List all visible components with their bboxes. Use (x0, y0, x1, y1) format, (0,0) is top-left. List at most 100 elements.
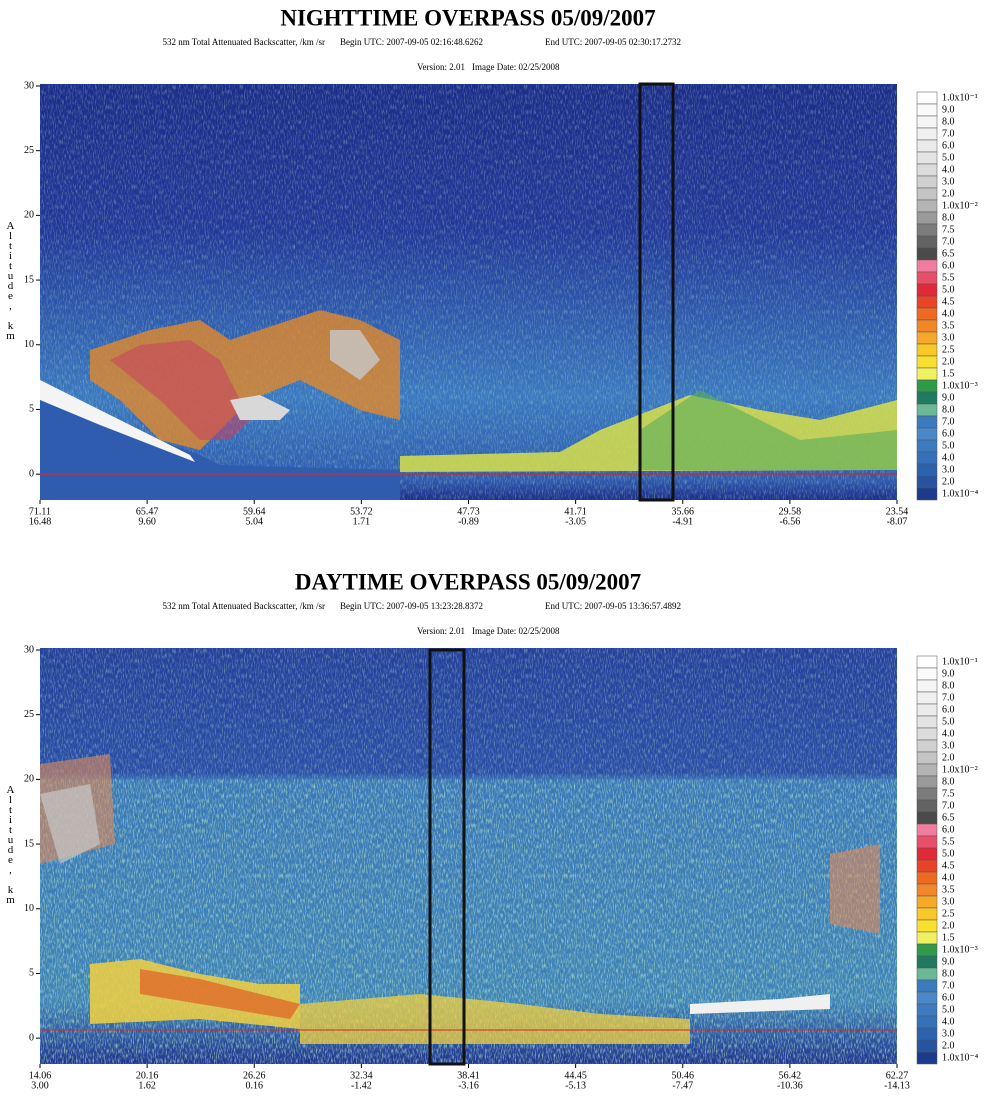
x-tick-label: 1.62 (138, 1080, 156, 1091)
x-tick-label: 56.42 (779, 1070, 802, 1081)
x-tick-label: 5.04 (246, 516, 264, 527)
colorbar-swatch (916, 247, 938, 261)
colorbar-swatch (916, 139, 938, 153)
colorbar-label: 4.5 (942, 860, 955, 871)
y-tick-label: 0 (29, 468, 34, 479)
colorbar-swatch (916, 1003, 938, 1017)
colorbar-swatch (916, 235, 938, 249)
colorbar-label: 4.0 (942, 1016, 955, 1027)
colorbar-label: 2.0 (942, 752, 955, 763)
colorbar-label: 6.0 (942, 824, 955, 835)
version: Version: 2.01 (417, 62, 465, 72)
x-tick-label: 59.64 (243, 506, 266, 517)
colorbar-label: 1.5 (942, 368, 955, 379)
colorbar-label: 5.5 (942, 272, 955, 283)
colorbar-swatch (916, 439, 938, 453)
x-tick-label: 41.71 (564, 506, 587, 517)
subtitle: 532 nm Total Attenuated Backscatter, /km… (162, 37, 325, 47)
colorbar-label: 2.0 (942, 1040, 955, 1051)
x-tick-label: -7.47 (672, 1080, 693, 1091)
colorbar-swatch (916, 1015, 938, 1029)
colorbar-label: 8.0 (942, 776, 955, 787)
colorbar-label: 5.0 (942, 284, 955, 295)
colorbar-swatch (916, 823, 938, 837)
colorbar-label: 6.5 (942, 812, 955, 823)
y-axis-label: Altitude, km (4, 784, 16, 904)
x-tick-label: 20.16 (136, 1070, 159, 1081)
colorbar-label: 1.0x10⁻³ (942, 944, 978, 955)
colorbar-swatch (916, 283, 938, 297)
colorbar-swatch (916, 979, 938, 993)
colorbar-swatch (916, 211, 938, 225)
colorbar-swatch (916, 859, 938, 873)
x-tick-label: 71.11 (29, 506, 51, 517)
colorbar-swatch (916, 223, 938, 237)
image-date: Image Date: 02/25/2008 (472, 62, 560, 72)
colorbar-swatch (916, 175, 938, 189)
colorbar-swatch (916, 355, 938, 369)
x-tick-label: -14.13 (884, 1080, 910, 1091)
colorbar-swatch (916, 835, 938, 849)
colorbar-swatch (916, 739, 938, 753)
colorbar-swatch (916, 907, 938, 921)
colorbar-label: 6.0 (942, 140, 955, 151)
colorbar-label: 7.0 (942, 416, 955, 427)
colorbar-swatch (916, 703, 938, 717)
colorbar-label: 5.0 (942, 716, 955, 727)
end-time: End UTC: 2007-09-05 02:30:17.2732 (545, 37, 681, 47)
begin-time: Begin UTC: 2007-09-05 02:16:48.6262 (340, 37, 483, 47)
colorbar-label: 2.0 (942, 356, 955, 367)
colorbar-label: 1.0x10⁻⁴ (942, 1052, 979, 1063)
colorbar-label: 4.0 (942, 452, 955, 463)
colorbar-label: 9.0 (942, 392, 955, 403)
colorbar-swatch (916, 163, 938, 177)
colorbar-swatch (916, 151, 938, 165)
colorbar-swatch (916, 943, 938, 957)
y-tick-label: 25 (24, 145, 34, 156)
colorbar-swatch (916, 199, 938, 213)
colorbar-label: 2.0 (942, 920, 955, 931)
x-tick-label: -4.91 (672, 516, 693, 527)
x-tick-label: 26.26 (243, 1070, 266, 1081)
colorbar-swatch (916, 103, 938, 117)
colorbar-swatch (916, 331, 938, 345)
colorbar-label: 5.5 (942, 836, 955, 847)
subtitle: 532 nm Total Attenuated Backscatter, /km… (162, 601, 325, 611)
y-tick-label: 30 (24, 80, 34, 91)
colorbar-label: 4.5 (942, 296, 955, 307)
colorbar-swatch (916, 763, 938, 777)
colorbar-swatch (916, 919, 938, 933)
colorbar-label: 6.0 (942, 260, 955, 271)
colorbar-label: 7.0 (942, 692, 955, 703)
colorbar-label: 1.0x10⁻¹ (942, 92, 978, 103)
colorbar-label: 7.0 (942, 980, 955, 991)
colorbar-swatch (916, 871, 938, 885)
colorbar-swatch (916, 847, 938, 861)
chart-title: DAYTIME OVERPASS 05/09/2007 (295, 569, 641, 594)
colorbar-label: 1.0x10⁻¹ (942, 656, 978, 667)
colorbar-label: 3.0 (942, 176, 955, 187)
x-tick-label: 35.66 (672, 506, 695, 517)
colorbar-label: 4.0 (942, 872, 955, 883)
x-tick-label: 9.60 (138, 516, 156, 527)
colorbar-label: 2.5 (942, 344, 955, 355)
colorbar-swatch (916, 1051, 938, 1065)
x-tick-label: 16.48 (29, 516, 52, 527)
colorbar-swatch (916, 187, 938, 201)
colorbar-label: 3.0 (942, 1028, 955, 1039)
x-tick-label: 0.16 (246, 1080, 264, 1091)
colorbar-label: 8.0 (942, 968, 955, 979)
colorbar-label: 7.5 (942, 224, 955, 235)
colorbar-label: 7.0 (942, 128, 955, 139)
colorbar-label: 8.0 (942, 404, 955, 415)
colorbar-swatch (916, 727, 938, 741)
x-tick-label: -6.56 (779, 516, 800, 527)
y-tick-label: 15 (24, 274, 34, 285)
x-tick-label: -0.89 (458, 516, 479, 527)
x-tick-label: -5.13 (565, 1080, 586, 1091)
y-tick-label: 25 (24, 709, 34, 720)
colorbar-label: 6.0 (942, 992, 955, 1003)
colorbar-label: 4.0 (942, 164, 955, 175)
colorbar-swatch (916, 427, 938, 441)
colorbar-label: 8.0 (942, 212, 955, 223)
